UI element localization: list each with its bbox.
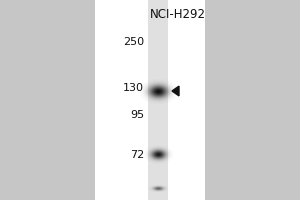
Text: 95: 95 [130,110,144,120]
Text: NCI-H292: NCI-H292 [150,8,206,21]
Text: 130: 130 [123,83,144,93]
Text: 72: 72 [130,150,144,160]
Polygon shape [172,86,179,96]
Text: 250: 250 [123,37,144,47]
